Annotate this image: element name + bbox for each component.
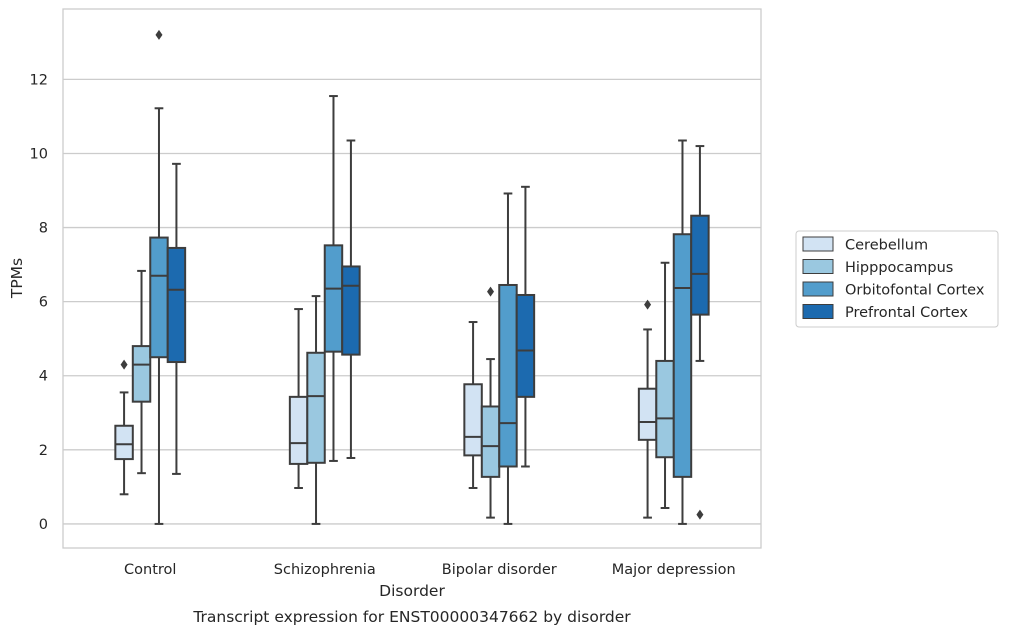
legend-swatch bbox=[802, 259, 834, 274]
box bbox=[637, 387, 658, 441]
box bbox=[498, 283, 518, 468]
x-tick-label: Bipolar disorder bbox=[442, 562, 557, 578]
legend-label: Cerebellum bbox=[845, 238, 928, 254]
outlier-point bbox=[120, 359, 128, 370]
y-tick-label: 6 bbox=[39, 295, 48, 311]
box-groups bbox=[114, 29, 710, 525]
box bbox=[114, 424, 134, 461]
y-tick-label: 4 bbox=[39, 369, 48, 385]
outlier-point bbox=[644, 299, 652, 310]
x-axis-label: Disorder bbox=[379, 582, 445, 600]
y-axis-ticks: 0 2 4 6 8 10 12 bbox=[30, 72, 48, 533]
box bbox=[463, 383, 483, 457]
box bbox=[323, 244, 344, 353]
y-tick-label: 10 bbox=[30, 146, 48, 162]
y-tick-label: 8 bbox=[39, 221, 48, 237]
y-tick-label: 0 bbox=[39, 517, 48, 533]
box-group bbox=[463, 185, 536, 525]
box bbox=[515, 293, 536, 398]
legend-label: Orbitofontal Cortex bbox=[845, 283, 985, 299]
legend-label: Hipppocampus bbox=[845, 260, 953, 276]
y-tick-label: 12 bbox=[30, 72, 48, 88]
outlier-point bbox=[155, 29, 163, 40]
legend: Cerebellum Hipppocampus Orbitofontal Corte… bbox=[795, 230, 999, 328]
box bbox=[288, 395, 309, 465]
legend-swatch bbox=[802, 281, 834, 297]
box bbox=[306, 351, 326, 464]
outlier-point bbox=[487, 286, 495, 297]
x-axis-ticks: Control Schizophrenia Bipolar disorder Majo… bbox=[124, 562, 736, 578]
x-tick-label: Control bbox=[124, 562, 176, 578]
box bbox=[166, 246, 187, 364]
box-group bbox=[114, 29, 187, 525]
y-axis-label: TPMs bbox=[8, 258, 26, 299]
legend-label: Prefrontal Cortex bbox=[845, 305, 968, 321]
y-tick-label: 2 bbox=[39, 443, 48, 459]
box bbox=[672, 233, 693, 478]
legend-frame bbox=[795, 230, 999, 328]
outlier-point bbox=[696, 509, 704, 520]
legend-swatch bbox=[802, 236, 834, 252]
x-tick-label: Major depression bbox=[612, 562, 736, 578]
chart-caption: Transcript expression for ENST0000034766… bbox=[192, 608, 631, 626]
box bbox=[131, 345, 152, 403]
plot-frame bbox=[62, 8, 762, 549]
box-group bbox=[288, 95, 361, 525]
box bbox=[149, 236, 169, 359]
box bbox=[341, 265, 361, 356]
box bbox=[655, 359, 675, 459]
x-tick-label: Schizophrenia bbox=[274, 562, 376, 578]
box bbox=[480, 405, 501, 478]
legend-items: Cerebellum Hipppocampus Orbitofontal Corte… bbox=[802, 236, 985, 321]
box-group bbox=[637, 139, 710, 525]
box bbox=[690, 214, 710, 316]
legend-swatch bbox=[802, 304, 834, 319]
